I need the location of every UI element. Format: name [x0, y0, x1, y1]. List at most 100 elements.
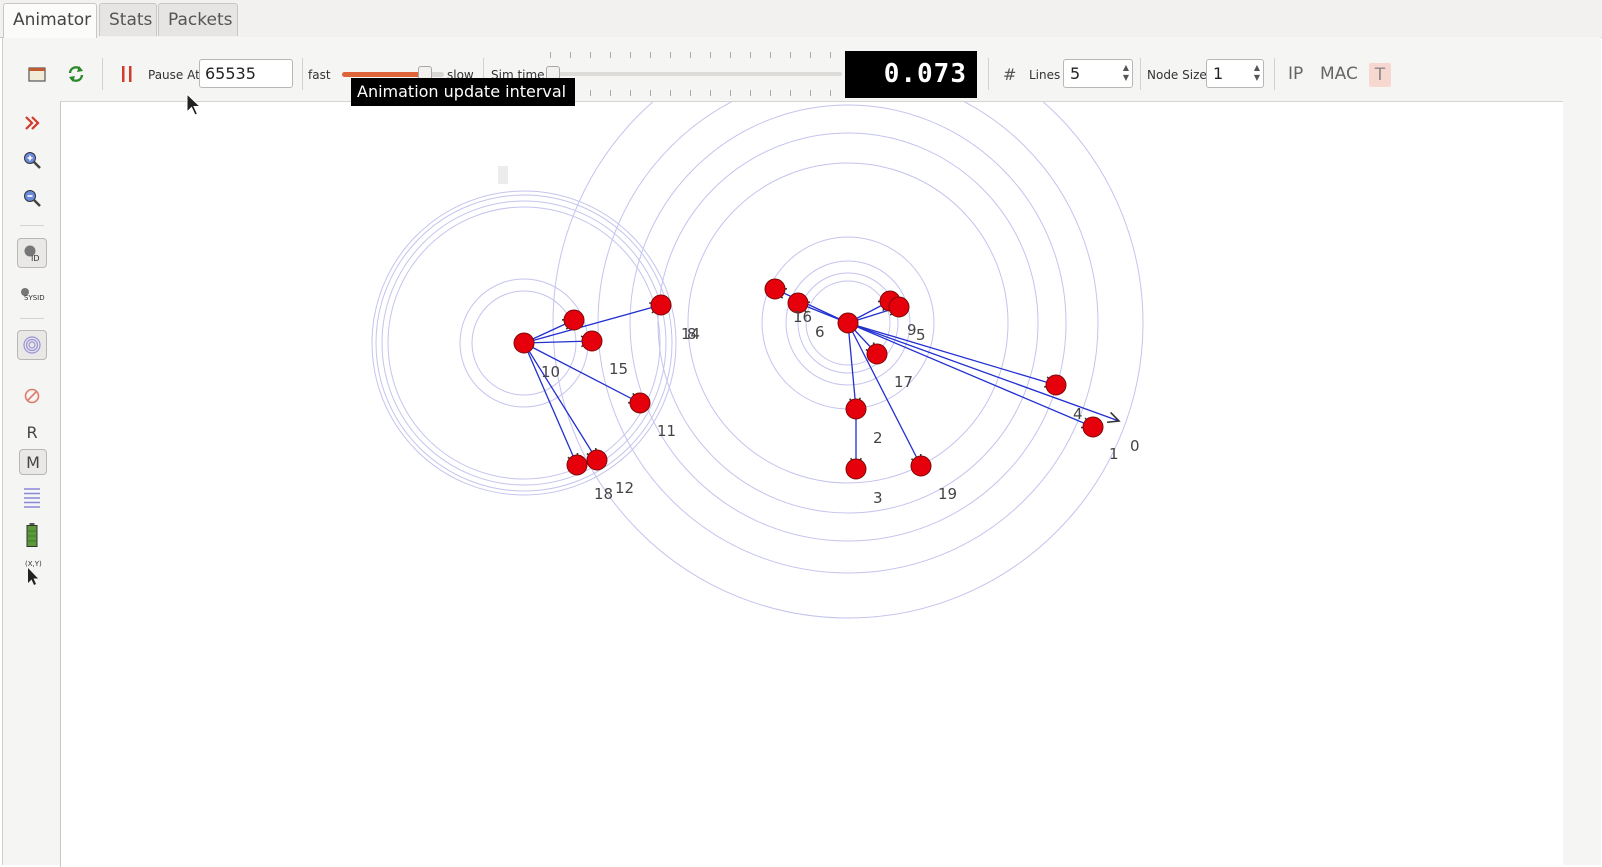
reload-icon[interactable]: [65, 63, 87, 85]
tab-stats[interactable]: Stats: [99, 3, 157, 36]
sysid-label: SYSID: [24, 294, 45, 302]
link-10-11: [523, 342, 641, 404]
node-size-spinbox[interactable]: 1 ▲ ▼: [1206, 59, 1264, 88]
node-label-15: 15: [609, 360, 628, 378]
list-lines-icon[interactable]: [17, 482, 47, 512]
pause-at-input[interactable]: [199, 59, 293, 88]
zoom-in-icon[interactable]: [17, 145, 47, 175]
lines-value: 5: [1070, 64, 1081, 83]
node-id-toggle-icon[interactable]: ID: [17, 238, 47, 268]
node-16: [764, 278, 786, 300]
node-1: [1082, 416, 1104, 438]
open-file-icon[interactable]: [26, 63, 48, 85]
spin-arrows-icon[interactable]: ▲ ▼: [1122, 63, 1129, 82]
spin-arrows-icon[interactable]: ▲ ▼: [1253, 63, 1260, 82]
node-17: [866, 343, 888, 365]
node-label-19: 19: [938, 485, 957, 503]
node-label-8: 8: [687, 325, 697, 343]
link-hub-0: [847, 322, 1120, 422]
range-circle: [471, 290, 577, 396]
range-circle: [629, 104, 1067, 542]
tooltip: Animation update interval: [351, 78, 575, 106]
range-circle: [387, 206, 661, 480]
node-12: [586, 449, 608, 471]
pause-icon[interactable]: [118, 63, 136, 85]
t-button[interactable]: T: [1369, 63, 1391, 87]
range-circle: [371, 190, 677, 496]
link-hub-2: [847, 322, 857, 410]
tab-bar: Animator Stats Packets: [0, 0, 1602, 38]
pause-at-label: Pause At: [148, 68, 200, 82]
wireless-range-icon[interactable]: [17, 330, 47, 360]
node-14: [563, 309, 585, 331]
link-hub-19: [847, 322, 922, 467]
link-hub-4: [847, 322, 1057, 386]
fast-forward-icon[interactable]: [17, 108, 47, 138]
sim-time-display: 0.073: [845, 51, 977, 98]
node-11: [629, 392, 651, 414]
link-10-18: [523, 342, 578, 466]
range-circle: [687, 162, 1009, 484]
node-label-9: 9: [907, 321, 917, 339]
node-label-10: 10: [541, 363, 560, 381]
sim-time-slider[interactable]: [550, 72, 842, 76]
node-label-0: 0: [1130, 437, 1140, 455]
lines-label: Lines: [1029, 68, 1061, 82]
blocked-icon[interactable]: [17, 381, 47, 411]
range-circle: [797, 272, 899, 374]
range-circle: [785, 260, 911, 386]
node-label-11: 11: [657, 422, 676, 440]
node-5: [888, 296, 910, 318]
node-hub: [837, 312, 859, 334]
node-label-16: 16: [793, 308, 812, 326]
range-circle: [375, 194, 673, 492]
link-10-15: [523, 340, 593, 344]
r-button[interactable]: R: [26, 422, 38, 442]
sysid-icon[interactable]: SYSID: [17, 279, 47, 309]
link-hub-1: [847, 322, 1094, 428]
marker-rect: [498, 166, 508, 184]
node-18: [566, 454, 588, 476]
node-label-12: 12: [615, 479, 634, 497]
lines-spinbox[interactable]: 5 ▲ ▼: [1063, 59, 1133, 88]
range-circle: [552, 102, 1144, 619]
node-19: [910, 455, 932, 477]
node-size-value: 1: [1213, 64, 1224, 83]
ip-button[interactable]: IP: [1288, 64, 1304, 84]
node-label-14: 14: [681, 325, 700, 343]
node-8: [650, 294, 672, 316]
hash-icon[interactable]: #: [1003, 65, 1017, 84]
zoom-out-icon[interactable]: [17, 183, 47, 213]
node-6: [787, 292, 809, 314]
node-size-label: Node Size: [1147, 68, 1207, 82]
node-label-1: 1: [1109, 445, 1119, 463]
link-hub-0-arrowhead: [1106, 411, 1121, 424]
node-2: [845, 398, 867, 420]
node-3: [845, 458, 867, 480]
range-circle: [657, 132, 1039, 514]
tab-packets[interactable]: Packets: [158, 3, 238, 36]
range-circle: [381, 200, 667, 486]
range-circle: [597, 102, 1099, 574]
svg-text:ID: ID: [31, 254, 40, 263]
range-circle: [805, 280, 891, 366]
node-label-3: 3: [873, 489, 883, 507]
xy-coordinate-icon[interactable]: (X,Y): [17, 557, 47, 587]
animation-canvas[interactable]: 0 1 2 3 4 5 6 8 9 10 11 12 14 15 16 17 18 19: [60, 101, 1563, 867]
battery-icon[interactable]: [17, 520, 47, 550]
fast-label: fast: [308, 68, 331, 82]
tab-animator[interactable]: Animator: [3, 3, 97, 38]
link-10-12: [523, 342, 598, 461]
node-label-17: 17: [894, 373, 913, 391]
update-interval-slider[interactable]: [342, 72, 422, 77]
m-button[interactable]: M: [19, 449, 47, 475]
mac-button[interactable]: MAC: [1320, 64, 1358, 84]
xy-label: (X,Y): [25, 560, 42, 568]
node-label-2: 2: [873, 429, 883, 447]
node-label-18: 18: [594, 485, 613, 503]
node-10: [513, 332, 535, 354]
mouse-cursor-icon: [186, 93, 202, 116]
node-15: [581, 330, 603, 352]
link-hub-16: [774, 288, 849, 324]
